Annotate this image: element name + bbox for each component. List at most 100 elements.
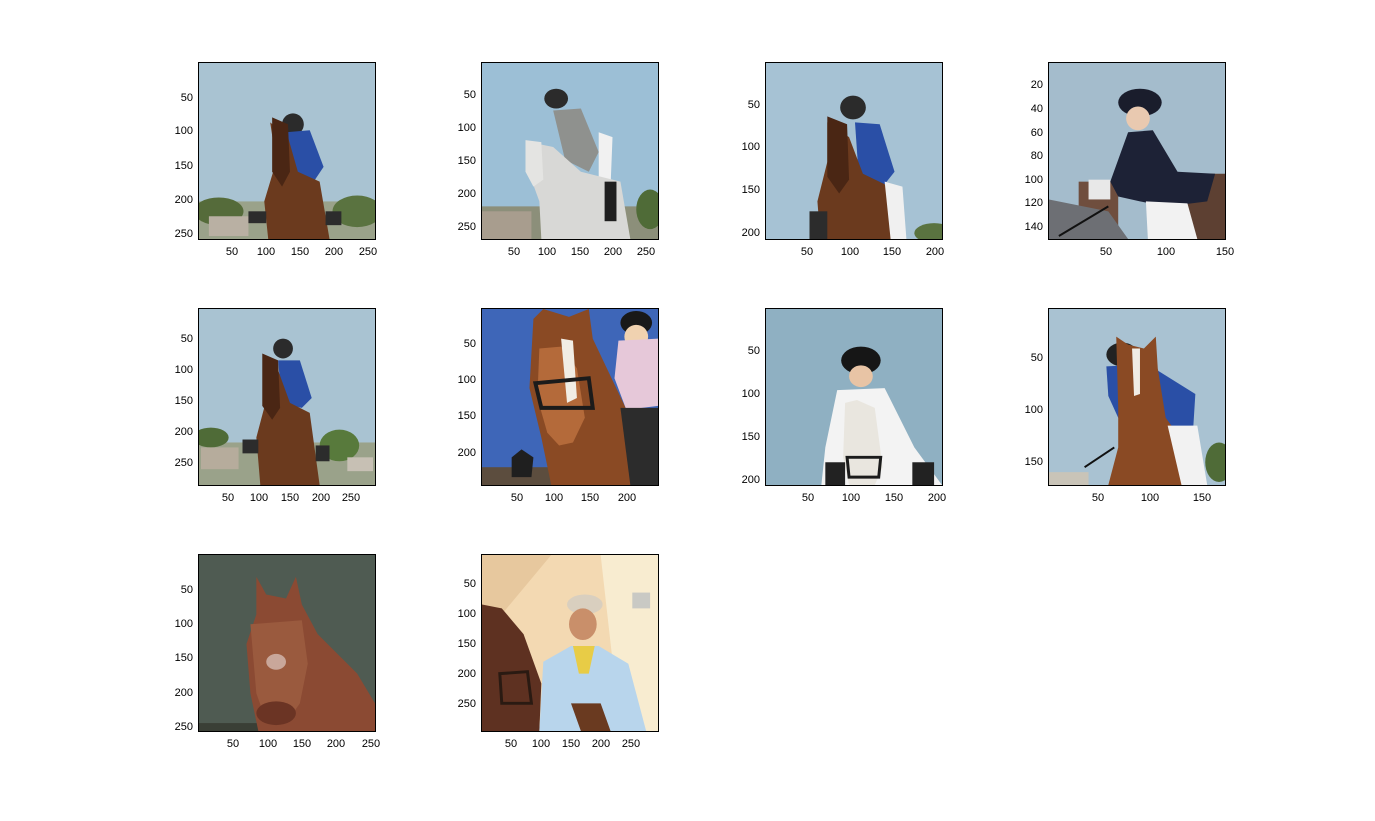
xtick: 250 bbox=[341, 492, 361, 504]
ytick: 150 bbox=[741, 184, 760, 196]
ytick: 100 bbox=[741, 388, 760, 400]
xtick: 50 bbox=[1091, 492, 1105, 504]
ytick: 50 bbox=[463, 338, 476, 350]
ytick: 150 bbox=[457, 155, 476, 167]
xtick: 50 bbox=[504, 738, 518, 750]
ytick: 100 bbox=[174, 125, 193, 137]
xtick: 150 bbox=[1215, 246, 1235, 258]
xtick: 200 bbox=[311, 492, 331, 504]
xtick: 150 bbox=[290, 246, 310, 258]
image-grey-horse-grey-rider bbox=[481, 62, 659, 240]
ytick: 200 bbox=[174, 687, 193, 699]
image-brown-horse-blue-rider-wide bbox=[198, 308, 376, 486]
xtick: 200 bbox=[324, 246, 344, 258]
xtick: 100 bbox=[1156, 246, 1176, 258]
xtick: 150 bbox=[1192, 492, 1212, 504]
ytick: 100 bbox=[457, 608, 476, 620]
xtick: 50 bbox=[1099, 246, 1113, 258]
ytick: 60 bbox=[1030, 127, 1043, 139]
ytick: 100 bbox=[174, 364, 193, 376]
xtick: 150 bbox=[570, 246, 590, 258]
xtick: 50 bbox=[801, 492, 815, 504]
xtick: 200 bbox=[925, 246, 945, 258]
xtick: 200 bbox=[617, 492, 637, 504]
ytick: 50 bbox=[463, 89, 476, 101]
image-chestnut-horse-blue-rider bbox=[1048, 308, 1226, 486]
ytick: 150 bbox=[174, 652, 193, 664]
xtick: 100 bbox=[841, 492, 861, 504]
ytick: 150 bbox=[457, 410, 476, 422]
ytick: 50 bbox=[180, 584, 193, 596]
xtick: 150 bbox=[292, 738, 312, 750]
xtick: 200 bbox=[927, 492, 947, 504]
xtick: 150 bbox=[882, 246, 902, 258]
ytick: 250 bbox=[174, 228, 193, 240]
xtick: 150 bbox=[884, 492, 904, 504]
xtick: 250 bbox=[621, 738, 641, 750]
ytick: 50 bbox=[747, 345, 760, 357]
ytick: 200 bbox=[457, 447, 476, 459]
ytick: 50 bbox=[463, 578, 476, 590]
ytick: 100 bbox=[174, 618, 193, 630]
ytick: 150 bbox=[174, 395, 193, 407]
ytick: 200 bbox=[741, 227, 760, 239]
xtick: 150 bbox=[561, 738, 581, 750]
ytick: 150 bbox=[741, 431, 760, 443]
xtick: 100 bbox=[258, 738, 278, 750]
ytick: 100 bbox=[1024, 174, 1043, 186]
ytick: 50 bbox=[747, 99, 760, 111]
ytick: 250 bbox=[174, 721, 193, 733]
ytick: 100 bbox=[1024, 404, 1043, 416]
ytick: 100 bbox=[457, 374, 476, 386]
ytick: 200 bbox=[174, 194, 193, 206]
ytick: 200 bbox=[174, 426, 193, 438]
ytick: 100 bbox=[457, 122, 476, 134]
xtick: 100 bbox=[531, 738, 551, 750]
xtick: 50 bbox=[225, 246, 239, 258]
ytick: 100 bbox=[741, 141, 760, 153]
xtick: 50 bbox=[221, 492, 235, 504]
image-brown-foal-head bbox=[198, 554, 376, 732]
xtick: 150 bbox=[580, 492, 600, 504]
xtick: 100 bbox=[1140, 492, 1160, 504]
xtick: 200 bbox=[326, 738, 346, 750]
ytick: 250 bbox=[457, 698, 476, 710]
image-navy-jacket-rider bbox=[1048, 62, 1226, 240]
xtick: 100 bbox=[256, 246, 276, 258]
ytick: 200 bbox=[457, 668, 476, 680]
ytick: 200 bbox=[457, 188, 476, 200]
image-brown-horse-blue-rider bbox=[198, 62, 376, 240]
ytick: 80 bbox=[1030, 150, 1043, 162]
ytick: 20 bbox=[1030, 79, 1043, 91]
xtick: 50 bbox=[510, 492, 524, 504]
xtick: 100 bbox=[840, 246, 860, 258]
xtick: 250 bbox=[358, 246, 378, 258]
xtick: 50 bbox=[800, 246, 814, 258]
ytick: 50 bbox=[1030, 352, 1043, 364]
xtick: 150 bbox=[280, 492, 300, 504]
xtick: 200 bbox=[591, 738, 611, 750]
ytick: 40 bbox=[1030, 103, 1043, 115]
ytick: 140 bbox=[1024, 221, 1043, 233]
ytick: 200 bbox=[741, 474, 760, 486]
xtick: 100 bbox=[537, 246, 557, 258]
ytick: 50 bbox=[180, 333, 193, 345]
xtick: 50 bbox=[226, 738, 240, 750]
ytick: 150 bbox=[1024, 456, 1043, 468]
xtick: 200 bbox=[603, 246, 623, 258]
ytick: 250 bbox=[457, 221, 476, 233]
xtick: 100 bbox=[544, 492, 564, 504]
image-chestnut-horse-pink-rider bbox=[481, 308, 659, 486]
ytick: 120 bbox=[1024, 197, 1043, 209]
xtick: 250 bbox=[636, 246, 656, 258]
image-white-horse-white-rider bbox=[765, 308, 943, 486]
image-man-with-cap-and-horse bbox=[481, 554, 659, 732]
xtick: 250 bbox=[361, 738, 381, 750]
ytick: 50 bbox=[180, 92, 193, 104]
xtick: 100 bbox=[249, 492, 269, 504]
ytick: 150 bbox=[174, 160, 193, 172]
image-brown-horse-blue-rider-crop bbox=[765, 62, 943, 240]
ytick: 150 bbox=[457, 638, 476, 650]
ytick: 250 bbox=[174, 457, 193, 469]
